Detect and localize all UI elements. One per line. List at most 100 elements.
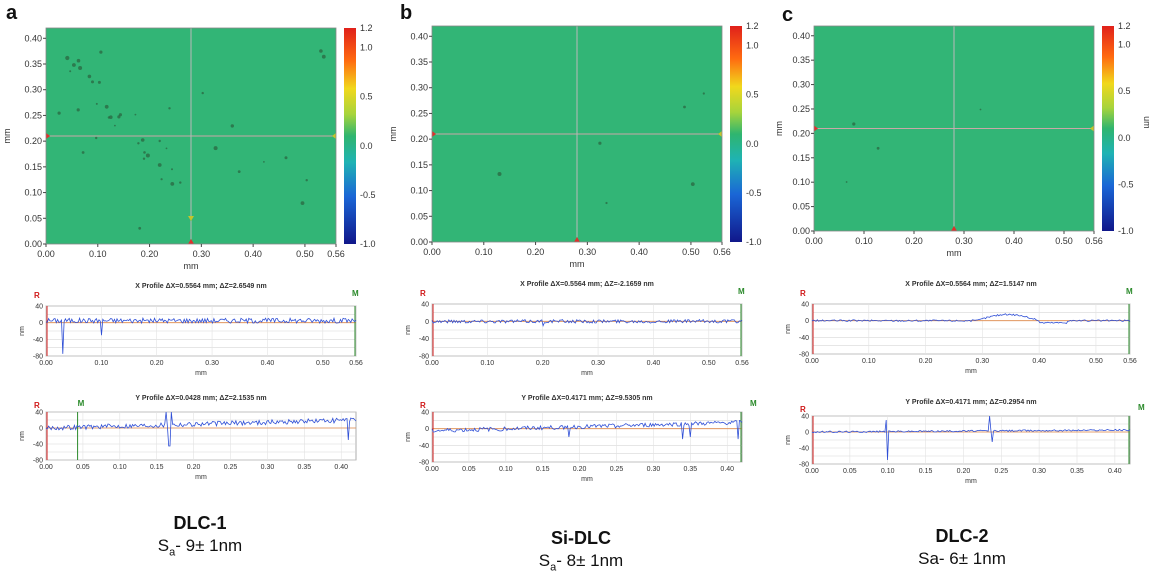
x-tick-label: 0.30	[193, 249, 211, 259]
x-tick-label: 0.50	[1089, 358, 1103, 365]
x-tick-label: 0.10	[855, 236, 873, 246]
y-tick-label: 0	[425, 319, 429, 326]
x-tick-label: 0.25	[224, 464, 238, 471]
map-frame	[813, 25, 1095, 232]
cursor-marker	[951, 226, 957, 231]
surface-defect	[201, 91, 204, 95]
x-axis-label: mm	[965, 368, 977, 374]
x-tick-label: 0.10	[113, 464, 127, 471]
surface-defect	[321, 54, 326, 59]
colorbar-tick-label: -0.5	[1118, 179, 1134, 189]
surface-defect	[852, 122, 856, 126]
surface-defect	[134, 113, 137, 116]
x-tick-label: 0.30	[976, 358, 990, 365]
profile-trace	[45, 316, 357, 354]
x-tick-label: 0.20	[141, 249, 159, 259]
y-axis-label: mm	[2, 129, 12, 144]
colorbar-unit: um	[770, 121, 771, 134]
x-tick-label: 0.40	[630, 247, 648, 257]
cursor-r-label: R	[420, 401, 426, 410]
y-axis-label: nm	[785, 324, 792, 334]
x-axis-label: mm	[965, 478, 977, 485]
x-tick-label: 0.50	[296, 249, 314, 259]
x-tick-label: 0.56	[327, 249, 345, 259]
surface-defect	[598, 141, 602, 145]
surface-defect	[170, 182, 175, 186]
roughness-value: Sa- 8± 1nm	[538, 551, 624, 574]
x-tick-label: 0.20	[919, 358, 933, 365]
x-tick-label: 0.20	[150, 360, 164, 367]
x-tick-label: 0.20	[527, 247, 545, 257]
cursor-r-label: R	[420, 289, 426, 298]
x-tick-label: 0.20	[187, 464, 201, 471]
y-tick-label: 0.10	[410, 186, 428, 196]
profile-title: X Profile ΔX=0.5564 mm; ΔZ=-2.1659 nm	[520, 281, 654, 288]
cursor-marker	[46, 133, 50, 139]
x-tick-label: 0.20	[536, 360, 550, 367]
surface-defect	[171, 168, 173, 171]
cursor-marker	[574, 237, 580, 242]
x-tick-label: 0.30	[205, 360, 219, 367]
x-tick-label: 0.30	[579, 247, 597, 257]
colorbar-tick-label: 0.5	[1118, 86, 1131, 96]
x-axis-label: mm	[570, 259, 585, 269]
x-tick-label: 0.30	[591, 360, 605, 367]
x-tick-label: 0.05	[843, 468, 857, 475]
sample-name: DLC-2	[935, 526, 989, 546]
surface-defect	[168, 107, 171, 110]
surface-defect	[142, 157, 146, 160]
colorbar	[730, 26, 742, 242]
cursor-r-label: R	[34, 291, 40, 300]
profile-title: X Profile ΔX=0.5564 mm; ΔZ=2.6549 nm	[135, 283, 266, 290]
y-axis-label: nm	[405, 325, 412, 335]
surface-defect	[683, 105, 686, 109]
surface-defect	[95, 102, 98, 105]
x-tick-label: 0.15	[536, 466, 550, 473]
profile-trace	[431, 420, 743, 440]
x-tick-label: 0.35	[298, 464, 312, 471]
panel-label: a	[6, 2, 18, 24]
colorbar	[344, 28, 356, 244]
profile-title: Y Profile ΔX=0.0428 mm; ΔZ=2.1535 nm	[135, 395, 266, 402]
x-tick-label: 0.50	[702, 360, 716, 367]
y-axis-label: mm	[774, 121, 784, 136]
profile-trace	[45, 411, 357, 447]
colorbar-tick-label: -0.5	[360, 190, 376, 200]
colorbar-unit: um	[384, 123, 385, 136]
cursor-marker	[1090, 125, 1094, 132]
sample-caption: DLC-2 Sa- 6± 1nm	[892, 526, 1032, 571]
map-frame	[45, 27, 337, 245]
panel-c: c 0.00 0.10 0.20 0.30 0.40 0.50 0.56 0.00 0.05 0.…	[772, 0, 1153, 581]
surface-defect	[702, 92, 705, 95]
surface-defect	[57, 111, 61, 115]
y-profile-chart: Y Profile ΔX=0.4171 mm; ΔZ=9.5305 nm R M 40…	[405, 395, 757, 483]
y-tick-label: -40	[33, 337, 43, 344]
x-tick-label: 0.40	[1005, 236, 1023, 246]
colorbar-tick-label: -1.0	[360, 239, 376, 249]
y-profile-chart: Y Profile ΔX=0.0428 mm; ΔZ=2.1535 nm R M 40…	[19, 395, 357, 481]
x-axis-label: mm	[581, 370, 593, 377]
y-tick-label: 0	[39, 320, 43, 327]
x-tick-label: 0.10	[89, 249, 107, 259]
y-tick-label: -80	[799, 352, 809, 359]
colorbar-tick-label: 0.0	[1118, 133, 1131, 143]
surface-defect	[76, 108, 80, 112]
colorbar-tick-label: -0.5	[746, 188, 762, 198]
surface-defect	[140, 138, 145, 142]
x-tick-label: 0.40	[720, 466, 734, 473]
surface-defect	[138, 226, 142, 230]
y-tick-label: 0.40	[24, 33, 42, 43]
cursor-marker	[332, 133, 336, 139]
x-tick-label: 0.30	[955, 236, 973, 246]
roughness-value: Sa- 9± 1nm	[157, 536, 243, 559]
x-tick-label: 0.20	[957, 468, 971, 475]
surface-defect	[497, 172, 502, 176]
x-tick-label: 0.20	[573, 466, 587, 473]
y-tick-label: 0.35	[410, 57, 428, 67]
profile-title: X Profile ΔX=0.5564 mm; ΔZ=1.5147 nm	[905, 281, 1036, 288]
x-tick-label: 0.00	[805, 236, 823, 246]
cursor-marker	[432, 131, 436, 137]
cursor-marker	[188, 216, 194, 221]
x-tick-label: 0.56	[713, 247, 731, 257]
surface-defect	[114, 124, 116, 127]
